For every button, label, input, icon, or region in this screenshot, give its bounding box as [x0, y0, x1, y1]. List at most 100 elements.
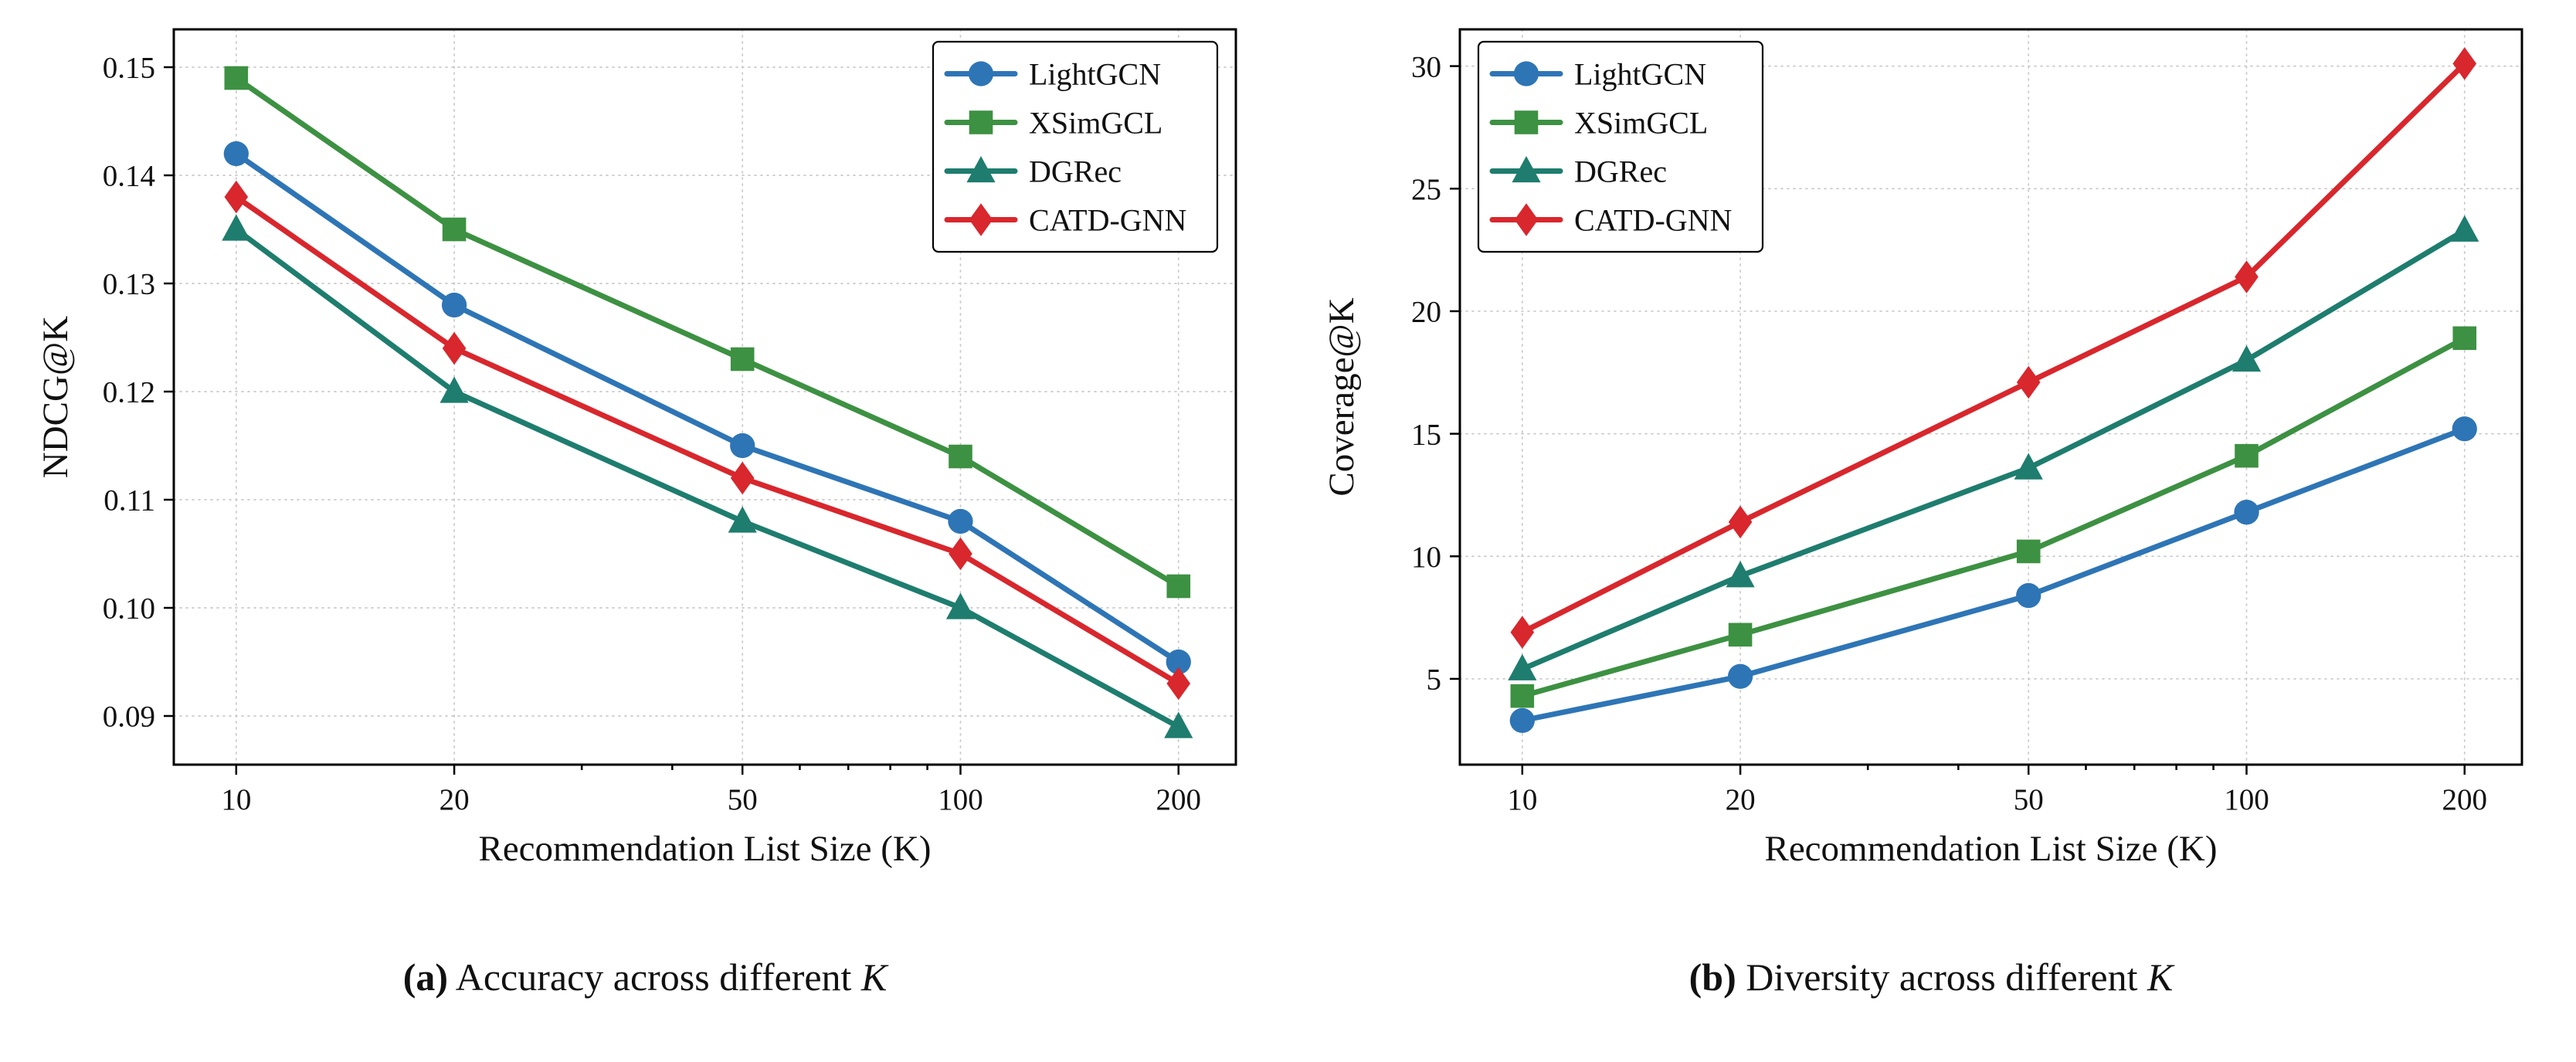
legend-entry-xsimgcl: XSimGCL — [1489, 106, 1708, 141]
caption-b: (b) Diversity across different K — [1689, 955, 2174, 999]
x-tick-label: 20 — [1726, 783, 1756, 816]
chart-a: 10 20 50 100 200 0.09 0.10 0.11 0.12 0.13 0.14 0.15… — [27, 8, 1263, 999]
series-xsimgcl — [1510, 326, 2477, 708]
legend-marker-square — [969, 110, 993, 134]
legend: LightGCN XSimGCL DGRec CATD-GNN — [932, 40, 1219, 253]
data-point-xsimgcl — [949, 444, 972, 469]
x-tick-label: 100 — [938, 783, 983, 816]
x-tick-label: 10 — [221, 783, 251, 816]
y-tick-label: 20 — [1411, 296, 1441, 329]
y-tick-label: 0.11 — [104, 484, 155, 517]
data-point-lightgcn — [2452, 416, 2477, 442]
caption-b-text: Diversity across different — [1736, 955, 2147, 999]
legend-label: LightGCN — [1029, 57, 1161, 92]
data-point-dgrec — [728, 506, 757, 533]
x-tick-label: 50 — [2014, 783, 2044, 816]
data-point-xsimgcl — [2452, 326, 2477, 351]
y-tick-label: 0.13 — [103, 268, 155, 301]
caption-b-marker: (b) — [1688, 955, 1736, 999]
y-tick-label: 0.14 — [103, 160, 155, 193]
series-lightgcn — [1509, 416, 2477, 734]
caption-a-text: Accuracy across different — [448, 955, 861, 999]
series-dgrec — [1508, 215, 2479, 680]
y-tick-label: 0.12 — [103, 376, 155, 409]
y-tick-label: 5 — [1427, 663, 1442, 697]
data-point-dgrec — [1508, 653, 1537, 680]
x-tick-label: 10 — [1507, 783, 1537, 816]
data-point-lightgcn — [2016, 582, 2041, 609]
legend-marker-circle — [1513, 61, 1539, 87]
data-point-lightgcn — [948, 508, 973, 534]
legend-label: LightGCN — [1574, 57, 1706, 92]
series-catd-gnn — [224, 180, 1191, 701]
x-tick-label: 50 — [728, 783, 758, 816]
data-point-xsimgcl — [2016, 539, 2041, 564]
legend-label: XSimGCL — [1029, 106, 1162, 141]
legend-entry-xsimgcl: XSimGCL — [944, 106, 1162, 141]
y-tick-label: 10 — [1411, 541, 1441, 574]
x-tick-label: 200 — [2442, 783, 2488, 816]
caption-a-k: K — [860, 955, 888, 999]
data-point-dgrec — [2014, 453, 2043, 480]
data-point-catd-gnn — [1728, 505, 1753, 539]
legend-marker-circle — [968, 61, 994, 87]
ticks — [1450, 65, 2466, 775]
chart-a-canvas: 10 20 50 100 200 0.09 0.10 0.11 0.12 0.13 0.14 0.15… — [36, 28, 1237, 869]
legend-entry-lightgcn: LightGCN — [1489, 57, 1706, 92]
series-lightgcn — [223, 141, 1191, 675]
data-point-lightgcn — [1509, 707, 1535, 734]
series-line-dgrec — [233, 226, 1182, 730]
x-tick-label: 100 — [2224, 783, 2269, 816]
y-tick-label: 0.09 — [103, 701, 155, 734]
legend-label: DGRec — [1029, 154, 1122, 189]
series-xsimgcl — [224, 66, 1191, 599]
legend-entry-lightgcn: LightGCN — [944, 57, 1161, 92]
legend-marker-triangle-up — [1512, 155, 1541, 183]
y-axis-label: Coverage@K — [1322, 297, 1362, 496]
legend-label: DGRec — [1574, 154, 1667, 189]
x-axis-label: Recommendation List Size (K) — [1764, 829, 2217, 869]
data-point-lightgcn — [730, 433, 755, 459]
y-tick-label: 25 — [1411, 173, 1441, 206]
plot-border — [1458, 28, 2523, 766]
legend-marker-diamond — [1514, 203, 1539, 236]
data-point-xsimgcl — [730, 347, 755, 372]
tick-labels: 10 20 50 100 200 5 10 15 20 25 30 — [1411, 50, 2487, 816]
data-point-dgrec — [2450, 215, 2479, 242]
data-point-xsimgcl — [2235, 443, 2259, 468]
legend-entry-catd-gnn: CATD-GNN — [944, 203, 1186, 238]
legend-marker-triangle-up — [966, 155, 996, 183]
legend-label: XSimGCL — [1574, 106, 1708, 141]
y-tick-label: 30 — [1411, 50, 1441, 83]
x-tick-label: 200 — [1156, 783, 1202, 816]
data-point-xsimgcl — [224, 66, 249, 90]
data-point-lightgcn — [1727, 663, 1753, 689]
legend-entry-dgrec: DGRec — [1489, 154, 1667, 189]
y-tick-label: 15 — [1411, 418, 1441, 451]
series-line-xsimgcl — [1519, 335, 2468, 699]
data-point-xsimgcl — [1510, 684, 1535, 708]
x-tick-label: 20 — [440, 783, 470, 816]
data-point-xsimgcl — [1166, 574, 1191, 599]
data-point-dgrec — [1164, 711, 1193, 738]
y-axis-label: NDCG@K — [36, 316, 76, 478]
data-point-dgrec — [1726, 561, 1755, 588]
legend-marker-diamond — [969, 203, 993, 236]
legend-label: CATD-GNN — [1029, 203, 1186, 238]
series-dgrec — [222, 214, 1193, 738]
chart-b: 10 20 50 100 200 5 10 15 20 25 30 Recommendation Li… — [1313, 8, 2549, 999]
data-point-dgrec — [945, 592, 976, 619]
series-line-catd-gnn — [233, 194, 1182, 687]
data-point-catd-gnn — [1510, 616, 1535, 649]
data-point-dgrec — [440, 376, 469, 403]
data-point-catd-gnn — [2016, 365, 2041, 399]
data-point-catd-gnn — [949, 537, 972, 571]
legend-marker-square — [1514, 110, 1539, 134]
data-point-dgrec — [2232, 344, 2262, 372]
x-axis-label: Recommendation List Size (K) — [478, 829, 931, 869]
plot-border — [172, 28, 1237, 766]
series-line-lightgcn — [1519, 426, 2468, 724]
legend-box — [1477, 40, 1764, 253]
caption-a-marker: (a) — [402, 955, 448, 999]
